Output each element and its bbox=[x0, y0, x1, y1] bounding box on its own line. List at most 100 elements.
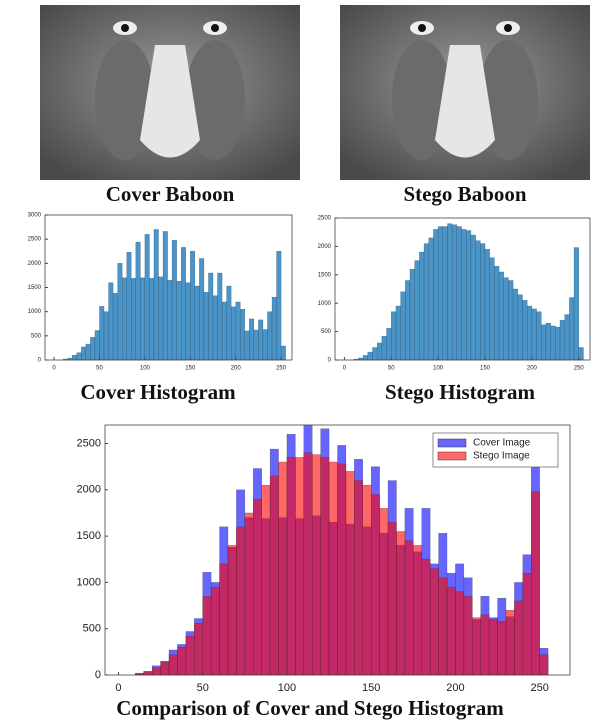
bar bbox=[143, 671, 153, 676]
bar bbox=[400, 291, 406, 361]
legend-label: Cover Image bbox=[473, 438, 531, 449]
bar bbox=[387, 522, 397, 676]
bar bbox=[117, 263, 123, 361]
bar bbox=[167, 280, 173, 361]
bar bbox=[212, 295, 218, 361]
bar bbox=[531, 491, 540, 676]
x-tick-label: 50 bbox=[388, 366, 395, 372]
x-tick-label: 250 bbox=[530, 682, 548, 694]
x-tick-label: 250 bbox=[276, 366, 287, 372]
x-tick-label: 200 bbox=[446, 682, 464, 694]
bar bbox=[484, 249, 490, 361]
bar bbox=[396, 531, 406, 676]
bar bbox=[103, 311, 109, 361]
y-tick-label: 0 bbox=[38, 358, 42, 364]
bar bbox=[149, 278, 155, 361]
bar bbox=[271, 296, 277, 361]
bar bbox=[276, 251, 282, 361]
bar bbox=[90, 337, 96, 361]
bar bbox=[386, 327, 392, 361]
bar bbox=[446, 586, 456, 676]
y-tick-label: 2000 bbox=[77, 484, 101, 496]
bar bbox=[181, 247, 186, 361]
bar bbox=[362, 484, 372, 676]
bar bbox=[99, 306, 105, 361]
bar bbox=[456, 226, 462, 361]
bar bbox=[536, 311, 542, 361]
bar bbox=[472, 617, 481, 676]
bar bbox=[126, 252, 132, 361]
chart: 0 500 1000 1500 2000 2500 3000 0 50 100 150 200 250 C… bbox=[28, 213, 293, 404]
chart-title: Cover Histogram bbox=[80, 380, 236, 404]
image-caption: Stego Baboon bbox=[403, 182, 526, 206]
bar bbox=[269, 475, 279, 676]
y-tick-label: 2500 bbox=[318, 216, 332, 222]
bar bbox=[555, 326, 561, 361]
bar bbox=[429, 568, 439, 676]
bar bbox=[320, 457, 330, 676]
bar bbox=[185, 282, 191, 361]
bar bbox=[475, 240, 481, 361]
x-tick-label: 100 bbox=[140, 366, 151, 372]
y-tick-label: 0 bbox=[328, 358, 332, 364]
bar bbox=[505, 609, 515, 676]
bar bbox=[168, 654, 178, 676]
bar bbox=[545, 322, 551, 361]
chart-title: Stego Histogram bbox=[385, 380, 535, 404]
bar bbox=[522, 300, 528, 361]
bar bbox=[569, 297, 575, 361]
bar bbox=[253, 498, 262, 676]
bar bbox=[421, 559, 431, 676]
bar bbox=[112, 293, 118, 361]
bar bbox=[367, 351, 373, 361]
bar bbox=[230, 306, 236, 361]
bar bbox=[447, 223, 453, 361]
bar bbox=[419, 251, 425, 361]
y-tick-label: 500 bbox=[31, 333, 42, 339]
y-tick-label: 2500 bbox=[28, 237, 42, 243]
y-tick-label: 500 bbox=[83, 623, 101, 635]
chart-title: Comparison of Cover and Stego Histogram bbox=[116, 696, 504, 720]
bar bbox=[280, 345, 286, 361]
bar bbox=[423, 243, 429, 361]
x-tick-label: 150 bbox=[480, 366, 491, 372]
cover-image bbox=[40, 5, 300, 180]
bar bbox=[442, 226, 448, 361]
bar bbox=[203, 292, 209, 361]
bar bbox=[236, 526, 246, 676]
bar bbox=[470, 234, 476, 361]
bar bbox=[463, 596, 473, 676]
y-tick-label: 500 bbox=[321, 329, 332, 335]
bar bbox=[151, 667, 161, 676]
bar bbox=[531, 308, 537, 361]
bar bbox=[395, 305, 401, 361]
bar bbox=[381, 335, 387, 361]
axes-frame bbox=[104, 424, 571, 676]
bar bbox=[539, 654, 549, 676]
bar bbox=[461, 229, 467, 361]
bar bbox=[372, 347, 378, 361]
legend-swatch bbox=[437, 451, 467, 461]
bar bbox=[253, 329, 259, 361]
bar bbox=[171, 239, 177, 361]
bar bbox=[517, 294, 523, 361]
bar bbox=[121, 277, 127, 361]
bar bbox=[94, 330, 100, 361]
bar bbox=[202, 596, 212, 676]
bar bbox=[140, 277, 146, 361]
bar bbox=[240, 309, 245, 361]
bar bbox=[345, 471, 355, 676]
bar bbox=[526, 305, 533, 361]
x-tick-label: 150 bbox=[362, 682, 380, 694]
bar bbox=[370, 494, 380, 676]
stego-image bbox=[340, 5, 590, 180]
x-tick-label: 0 bbox=[52, 366, 56, 372]
y-tick-label: 1000 bbox=[77, 576, 101, 588]
bar bbox=[437, 226, 444, 361]
bar bbox=[379, 508, 389, 676]
bar bbox=[210, 586, 220, 676]
bar bbox=[244, 330, 250, 361]
bar bbox=[208, 272, 214, 361]
x-tick-label: 100 bbox=[278, 682, 296, 694]
x-tick-label: 250 bbox=[574, 366, 585, 372]
